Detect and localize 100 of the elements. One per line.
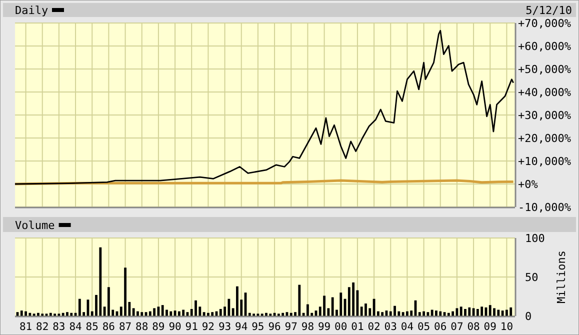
bar	[178, 311, 180, 316]
bar	[464, 308, 466, 316]
bar	[28, 312, 32, 316]
x-tick-label: 05	[417, 321, 430, 333]
bar	[410, 310, 413, 316]
bar	[161, 305, 164, 316]
x-tick-label: 04	[400, 321, 414, 333]
y-tick-label: +60,000%	[518, 40, 572, 53]
bar	[228, 298, 230, 316]
x-tick-label: 99	[318, 321, 331, 333]
bar	[352, 282, 355, 316]
x-tick-label: 89	[152, 321, 165, 333]
x-tick-label: 02	[368, 321, 380, 333]
chart-title: Volume	[15, 219, 55, 232]
x-tick-label: 98	[301, 321, 314, 333]
bar	[24, 311, 27, 316]
bar	[153, 308, 156, 316]
bar	[381, 312, 384, 316]
bar	[506, 310, 508, 316]
x-tick-label: 86	[102, 321, 116, 333]
x-tick-label: 07	[450, 321, 464, 333]
bar	[265, 312, 268, 316]
bar	[493, 308, 496, 316]
bar	[140, 312, 144, 316]
bar	[360, 306, 363, 316]
y-tick-label: +10,000%	[518, 155, 572, 168]
bar	[480, 306, 484, 316]
y-tick-label: 50	[525, 271, 538, 284]
chart-title: Daily	[15, 4, 48, 17]
bar	[331, 297, 334, 316]
bar	[236, 286, 238, 316]
bar	[170, 311, 172, 316]
x-tick-label: 92	[202, 321, 215, 333]
bar	[124, 268, 126, 316]
bar	[510, 307, 512, 316]
bar	[20, 310, 23, 316]
bar	[468, 307, 471, 316]
x-tick-label: 91	[185, 321, 198, 333]
bar	[426, 312, 430, 316]
bar	[202, 312, 206, 316]
x-tick-label: 93	[218, 321, 232, 333]
bar	[66, 312, 68, 316]
bar	[406, 311, 408, 316]
y-tick-label: +40,000%	[518, 86, 572, 99]
bar	[248, 312, 251, 316]
x-tick-label: 82	[36, 321, 49, 333]
x-tick-label: 84	[69, 321, 82, 333]
x-tick-label: 85	[86, 321, 98, 333]
bar	[447, 312, 450, 316]
x-tick-label: 90	[168, 321, 182, 333]
bar	[376, 311, 380, 316]
bar	[37, 312, 40, 316]
bar	[132, 308, 135, 316]
bar	[62, 312, 64, 316]
line-series	[14, 30, 514, 185]
y-tick-label: +0%	[518, 178, 538, 191]
bar	[290, 312, 292, 316]
bar	[182, 310, 185, 316]
y-tick-label: 0	[525, 310, 532, 323]
bar	[136, 311, 139, 316]
x-tick-label: 08	[467, 321, 480, 333]
bar	[298, 284, 301, 316]
bar	[148, 311, 152, 316]
bar	[422, 311, 425, 316]
bar	[501, 310, 504, 316]
x-tick-label: 83	[52, 321, 66, 333]
x-tick-label: 03	[384, 321, 397, 333]
y-axis-title: Millions	[555, 250, 568, 304]
x-tick-label: 88	[136, 321, 148, 333]
x-tick-label: 06	[434, 321, 447, 333]
y-tick-label: +20,000%	[518, 132, 572, 145]
x-tick-label: 00	[334, 321, 348, 333]
y-tick-label: +30,000%	[518, 109, 572, 122]
bar	[460, 306, 462, 316]
bar	[49, 312, 52, 316]
bar	[364, 304, 367, 316]
bar	[394, 306, 396, 316]
bar	[99, 247, 102, 316]
x-tick-label: 09	[484, 321, 496, 333]
bar	[70, 312, 73, 316]
bar	[340, 292, 342, 316]
bar	[282, 312, 284, 316]
bar	[194, 300, 197, 316]
bar	[78, 298, 81, 316]
bar	[488, 305, 492, 316]
x-tick-label: 87	[118, 321, 132, 333]
x-tick-label: 01	[351, 321, 364, 333]
bar	[108, 287, 110, 316]
x-tick-label: 81	[19, 321, 32, 333]
bar	[435, 310, 438, 316]
x-tick-label: 94	[235, 321, 248, 333]
bar	[207, 312, 210, 316]
x-tick-label: 97	[284, 321, 298, 333]
x-tick-label: 96	[268, 321, 281, 333]
text: 5/12/10	[526, 4, 572, 17]
bar	[439, 311, 442, 316]
bar	[157, 306, 160, 316]
bar	[430, 310, 434, 316]
bar	[476, 308, 479, 316]
bar	[418, 312, 421, 316]
